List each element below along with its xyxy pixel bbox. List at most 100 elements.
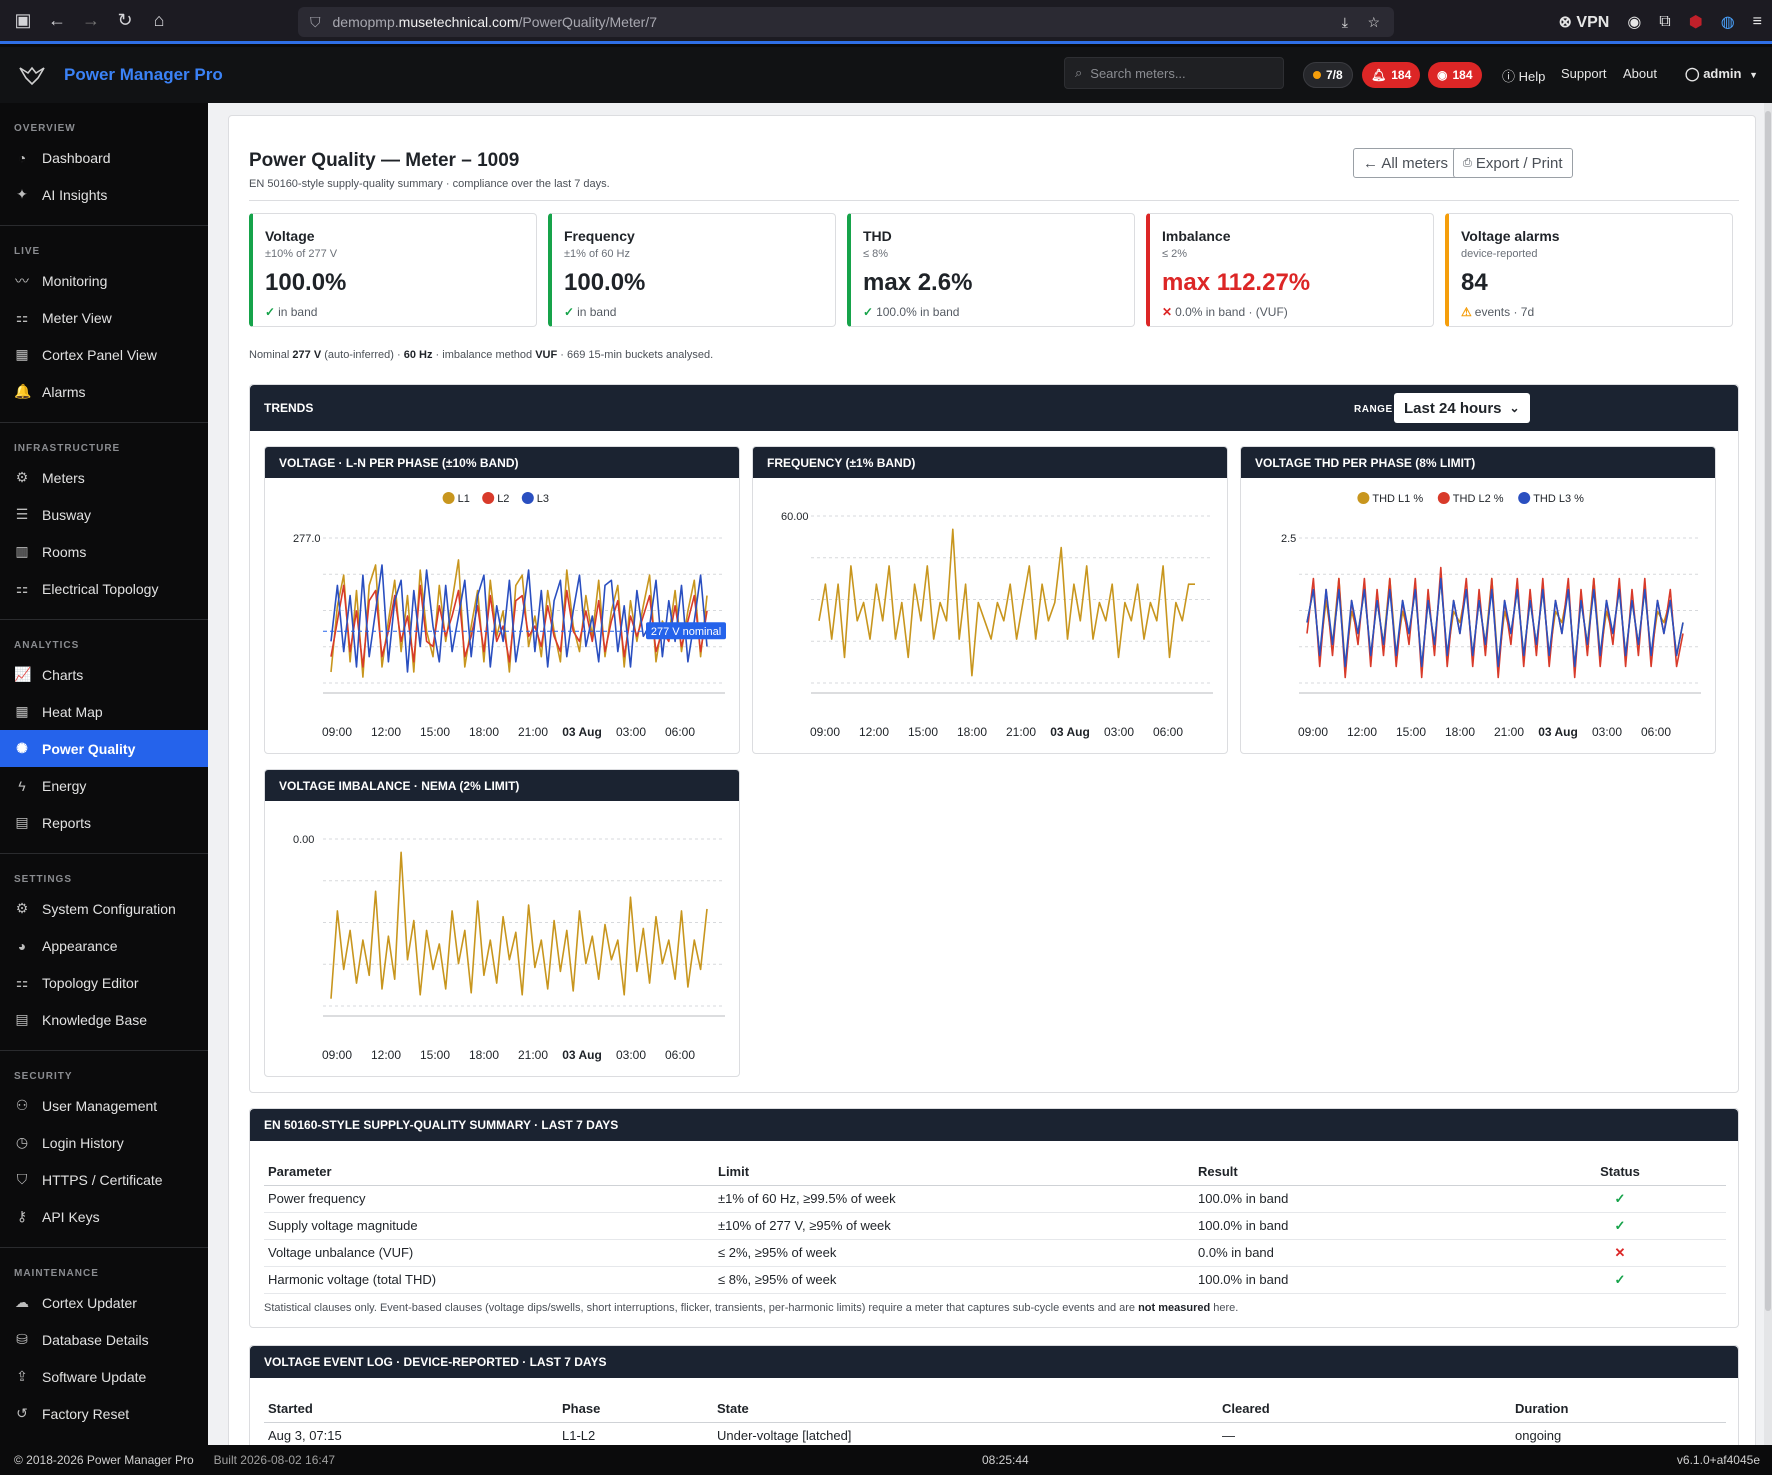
bookmark-star-icon[interactable]: ☆	[1367, 13, 1380, 30]
user-menu[interactable]: ◯ admin ▼	[1685, 66, 1758, 82]
legend-label: THD L1 %	[1372, 493, 1423, 505]
chart-title: VOLTAGE IMBALANCE · NEMA (2% LIMIT)	[265, 770, 739, 801]
sidebar-item-charts[interactable]: 📈 Charts	[0, 656, 208, 693]
note-text: here.	[1213, 1301, 1239, 1314]
brand-name[interactable]: Power Manager Pro	[64, 65, 223, 84]
sidebar-item-meters[interactable]: ⚙ Meters	[0, 459, 208, 496]
browser-toolbar: ▣ ← → ↻ ⌂ ⛉ demopmp. musetechnical.com/Po…	[0, 0, 1772, 44]
table-row: Harmonic voltage (total THD) ≤ 8%, ≥95% o…	[264, 1266, 1726, 1294]
series-line-main	[818, 528, 1195, 677]
meters-online-badge[interactable]: 7/8	[1303, 62, 1353, 88]
sidebar-item-https-certificate[interactable]: ⛉ HTTPS / Certificate	[0, 1161, 208, 1198]
sidebar-item-label: HTTPS / Certificate	[42, 1171, 163, 1188]
url-bar[interactable]: ⛉ demopmp. musetechnical.com/PowerQuality…	[298, 7, 1394, 37]
kpi-sub: ≤ 8%	[863, 248, 888, 260]
sidebar-item-label: Energy	[42, 777, 87, 794]
sidebar-item-knowledge-base[interactable]: ▤ Knowledge Base	[0, 1001, 208, 1038]
sidebar-item-system-configuration[interactable]: ⚙ System Configuration	[0, 890, 208, 927]
sidebar-item-login-history[interactable]: ◷ Login History	[0, 1124, 208, 1161]
support-link[interactable]: Support	[1561, 66, 1607, 81]
sidebar-item-label: Topology Editor	[42, 974, 139, 991]
cell-phase: L1-L2	[558, 1422, 713, 1445]
scrollbar[interactable]	[1764, 103, 1772, 1445]
kpi-value: max 2.6%	[863, 269, 973, 296]
sidebar-item-label: Database Details	[42, 1331, 149, 1348]
sidebar-item-rooms[interactable]: ▥ Rooms	[0, 533, 208, 570]
sidebar-item-cortex-updater[interactable]: ☁ Cortex Updater	[0, 1284, 208, 1321]
kpi-title: Voltage alarms	[1461, 228, 1560, 244]
table-row: Supply voltage magnitude ±10% of 277 V, ≥…	[264, 1212, 1726, 1240]
account-icon[interactable]: ◉	[1627, 14, 1642, 31]
all-meters-button[interactable]: ← All meters	[1353, 148, 1459, 178]
sidebar-item-appearance[interactable]: ◕ Appearance	[0, 927, 208, 964]
sidebar-item-user-management[interactable]: ⚇ User Management	[0, 1087, 208, 1124]
download-icon[interactable]: ⤓	[1341, 13, 1348, 30]
sidebar-item-energy[interactable]: ϟ Energy	[0, 767, 208, 804]
sidebar-item-ai-insights[interactable]: ✦ AI Insights	[0, 176, 208, 213]
cell-state: Under-voltage [latched]	[713, 1422, 1218, 1445]
sidebar-item-heat-map[interactable]: ▦ Heat Map	[0, 693, 208, 730]
sidebar-item-power-quality[interactable]: ✺ Power Quality	[0, 730, 208, 767]
about-link[interactable]: About	[1623, 66, 1657, 81]
event-log-table: Started Phase State Cleared Duration Aug…	[264, 1392, 1726, 1445]
search-box[interactable]: ⌕	[1064, 57, 1284, 89]
sidebar-item-monitoring[interactable]: 〰 Monitoring	[0, 262, 208, 299]
sidebar-item-factory-reset[interactable]: ↺ Factory Reset	[0, 1395, 208, 1432]
menu-icon[interactable]: ≡	[1752, 13, 1762, 30]
kpi-foot: 100.0% in band	[876, 305, 960, 319]
home-icon[interactable]: ⌂	[153, 10, 165, 30]
scrollbar-thumb[interactable]	[1765, 111, 1771, 1311]
x-tick-label: 12:00	[859, 725, 889, 739]
summary-table: Parameter Limit Result Status Power freq…	[264, 1155, 1726, 1294]
ublock-icon[interactable]: ⬢	[1688, 14, 1703, 31]
kpi-voltage-alarms: Voltage alarms device-reported 84 ⚠ event…	[1445, 213, 1733, 327]
cell-result: 100.0% in band	[1194, 1266, 1514, 1294]
search-input[interactable]	[1090, 65, 1261, 81]
sidebar-item-cortex-panel-view[interactable]: ▦ Cortex Panel View	[0, 336, 208, 373]
sidebar-item-electrical-topology[interactable]: ⚏ Electrical Topology	[0, 570, 208, 607]
sidebar-item-dashboard[interactable]: ◔ Dashboard	[0, 139, 208, 176]
sidebar-item-database-details[interactable]: ⛁ Database Details	[0, 1321, 208, 1358]
password-manager-icon[interactable]: ◍	[1720, 14, 1735, 31]
export-print-button[interactable]: ⎙ Export / Print	[1453, 148, 1573, 178]
kpi-value: 100.0%	[564, 269, 646, 296]
vpn-off-icon: ⊗	[1558, 14, 1572, 31]
chart-title: FREQUENCY (±1% BAND)	[753, 447, 1227, 478]
vpn-label: VPN	[1576, 14, 1610, 31]
shield-icon: ⛉	[310, 13, 321, 30]
sidebar-item-busway[interactable]: ☰ Busway	[0, 496, 208, 533]
back-icon[interactable]: ←	[48, 10, 66, 30]
status-cross-icon: ✕	[1514, 1239, 1726, 1267]
forward-icon[interactable]: →	[82, 10, 100, 30]
x-tick-label: 12:00	[371, 1048, 401, 1062]
sidebar-item-api-keys[interactable]: ⚷ API Keys	[0, 1198, 208, 1235]
alarms-badge[interactable]: 🔔︎ 184	[1362, 62, 1421, 88]
extensions-icon[interactable]: ⧉	[1659, 13, 1671, 30]
sidebar-item-topology-editor[interactable]: ⚏ Topology Editor	[0, 964, 208, 1001]
voltage-event-log: VOLTAGE EVENT LOG · DEVICE-REPORTED · LA…	[249, 1345, 1739, 1445]
kpi-voltage: Voltage ±10% of 277 V 100.0% ✓ in band	[249, 213, 537, 327]
sidebar-toggle-icon[interactable]: ▣	[14, 10, 32, 30]
trends-title: TRENDS	[264, 401, 314, 415]
document-icon: ▤	[15, 814, 29, 830]
vpn-indicator[interactable]: ⊗ VPN	[1559, 12, 1610, 32]
range-select[interactable]: Last 24 hours ⌄	[1394, 393, 1530, 423]
sidebar-item-label: Meter View	[42, 309, 112, 326]
column-header: Result	[1194, 1155, 1514, 1186]
cell-duration: ongoing	[1511, 1422, 1726, 1445]
kpi-value: 84	[1461, 269, 1488, 296]
legend-label: THD L2 %	[1453, 493, 1504, 505]
kpi-title: Voltage	[265, 228, 315, 244]
sidebar-item-meter-view[interactable]: ⚏ Meter View	[0, 299, 208, 336]
help-link[interactable]: ⓘ Help	[1502, 66, 1545, 85]
reload-icon[interactable]: ↻	[117, 10, 133, 30]
kpi-value: max 112.27%	[1162, 269, 1311, 296]
sidebar-item-reports[interactable]: ▤ Reports	[0, 804, 208, 841]
watch-count: 184	[1452, 68, 1473, 82]
summary-title: EN 50160-STYLE SUPPLY-QUALITY SUMMARY · …	[250, 1109, 1738, 1141]
x-tick-label: 03:00	[1104, 725, 1134, 739]
sidebar-item-software-update[interactable]: ⇪ Software Update	[0, 1358, 208, 1395]
watch-badge[interactable]: ◉ 184	[1428, 62, 1482, 88]
sidebar-item-alarms[interactable]: 🔔 Alarms	[0, 373, 208, 410]
build-info: Built 2026-08-02 16:47	[213, 1453, 336, 1467]
